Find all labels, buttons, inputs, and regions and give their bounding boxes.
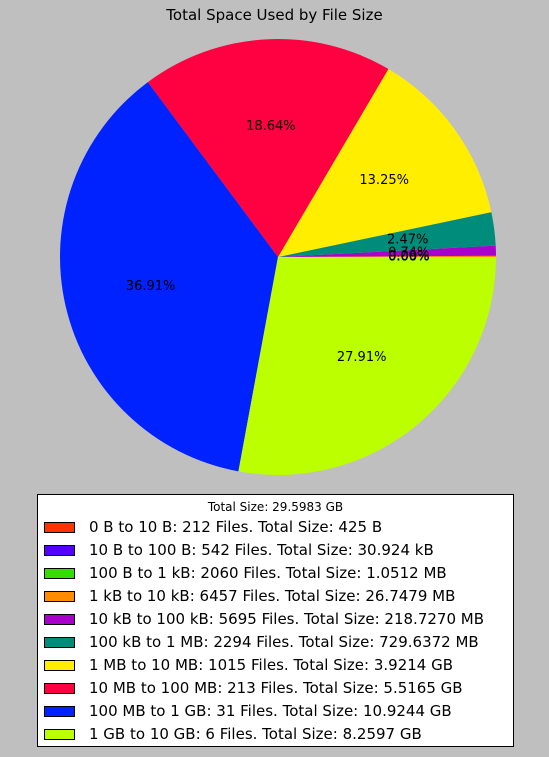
legend-entry-0: 0 B to 10 B: 212 Files. Total Size: 425 …	[38, 516, 513, 539]
legend-entry-7: 10 MB to 100 MB: 213 Files. Total Size: …	[38, 677, 513, 700]
pie-slice-5	[278, 212, 496, 257]
pie-slice-3	[278, 255, 497, 257]
legend-entries: 0 B to 10 B: 212 Files. Total Size: 425 …	[38, 516, 513, 746]
legend-entry-5: 100 kB to 1 MB: 2294 Files. Total Size: …	[38, 631, 513, 654]
pie-percent-label-7: 18.64%	[246, 119, 296, 134]
pie-percent-label-1: 0.00%	[388, 250, 429, 265]
legend-swatch-0	[44, 522, 75, 533]
legend-swatch-5	[44, 637, 75, 648]
legend-entry-9: 1 GB to 10 GB: 6 Files. Total Size: 8.25…	[38, 723, 513, 746]
legend-entry-6: 1 MB to 10 MB: 1015 Files. Total Size: 3…	[38, 654, 513, 677]
legend-label-5: 100 kB to 1 MB: 2294 Files. Total Size: …	[89, 633, 479, 651]
legend-label-4: 10 kB to 100 kB: 5695 Files. Total Size:…	[89, 610, 485, 628]
legend-label-7: 10 MB to 100 MB: 213 Files. Total Size: …	[89, 679, 463, 697]
pie-slice-6	[278, 69, 492, 258]
legend-swatch-9	[44, 729, 75, 740]
legend-swatch-7	[44, 683, 75, 694]
pie-percent-label-4: 0.74%	[388, 246, 429, 261]
pie-slice-9	[238, 257, 496, 475]
legend-swatch-8	[44, 706, 75, 717]
pie-percent-label-3: 0.09%	[388, 249, 429, 264]
legend-swatch-6	[44, 660, 75, 671]
pie-slice-8	[60, 82, 278, 472]
legend-label-1: 10 B to 100 B: 542 Files. Total Size: 30…	[89, 541, 434, 559]
pie-percent-labels: 0.00%0.00%0.00%0.09%0.74%2.47%13.25%18.6…	[126, 119, 430, 365]
legend-swatch-3	[44, 591, 75, 602]
legend-swatch-2	[44, 568, 75, 579]
legend-label-8: 100 MB to 1 GB: 31 Files. Total Size: 10…	[89, 702, 452, 720]
legend-label-0: 0 B to 10 B: 212 Files. Total Size: 425 …	[89, 518, 383, 536]
pie-slice-4	[278, 245, 496, 257]
pie-percent-label-6: 13.25%	[359, 173, 409, 188]
pie-chart: 0.00%0.00%0.00%0.09%0.74%2.47%13.25%18.6…	[60, 39, 497, 475]
legend-entry-2: 100 B to 1 kB: 2060 Files. Total Size: 1…	[38, 562, 513, 585]
pie-slice-7	[147, 39, 389, 258]
legend-label-3: 1 kB to 10 kB: 6457 Files. Total Size: 2…	[89, 587, 456, 605]
legend-swatch-4	[44, 614, 75, 625]
legend-title: Total Size: 29.5983 GB	[207, 500, 344, 514]
legend-swatch-1	[44, 545, 75, 556]
pie-slices	[60, 39, 497, 475]
legend-entry-3: 1 kB to 10 kB: 6457 Files. Total Size: 2…	[38, 585, 513, 608]
pie-percent-label-5: 2.47%	[387, 233, 428, 248]
legend-entry-1: 10 B to 100 B: 542 Files. Total Size: 30…	[38, 539, 513, 562]
legend-label-6: 1 MB to 10 MB: 1015 Files. Total Size: 3…	[89, 656, 454, 674]
chart-title: Total Space Used by File Size	[166, 6, 383, 24]
legend-entry-8: 100 MB to 1 GB: 31 Files. Total Size: 10…	[38, 700, 513, 723]
pie-percent-label-8: 36.91%	[126, 279, 176, 294]
pie-percent-label-9: 27.91%	[337, 350, 387, 365]
legend-label-9: 1 GB to 10 GB: 6 Files. Total Size: 8.25…	[89, 725, 422, 743]
pie-percent-label-2: 0.00%	[388, 250, 429, 265]
pie-percent-label-0: 0.00%	[388, 250, 429, 265]
legend-entry-4: 10 kB to 100 kB: 5695 Files. Total Size:…	[38, 608, 513, 631]
legend: Total Size: 29.5983 GB 0 B to 10 B: 212 …	[37, 494, 514, 747]
legend-label-2: 100 B to 1 kB: 2060 Files. Total Size: 1…	[89, 564, 447, 582]
